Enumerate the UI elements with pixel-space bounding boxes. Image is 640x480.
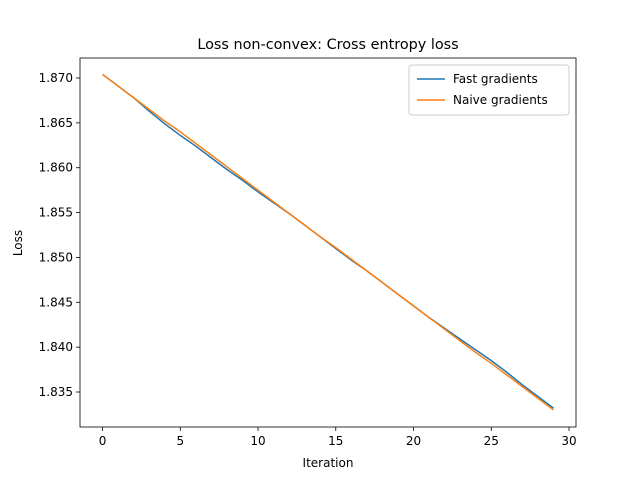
- x-tick-label: 25: [484, 434, 499, 448]
- y-tick-label: 1.870: [39, 71, 73, 85]
- y-tick-label: 1.860: [39, 161, 73, 175]
- legend-box: [408, 64, 570, 116]
- x-tick-label: 15: [328, 434, 343, 448]
- y-tick-label: 1.835: [39, 385, 73, 399]
- y-tick-label: 1.840: [39, 340, 73, 354]
- x-tick-label: 10: [250, 434, 265, 448]
- y-tick-label: 1.865: [39, 116, 73, 130]
- y-tick-label: 1.855: [39, 206, 73, 220]
- chart-title: Loss non-convex: Cross entropy loss: [197, 37, 458, 53]
- x-tick-label: 0: [99, 434, 107, 448]
- x-tick-label: 30: [561, 434, 576, 448]
- x-axis-label: Iteration: [303, 456, 354, 470]
- legend-label: Fast gradients: [453, 72, 538, 86]
- y-tick-label: 1.850: [39, 250, 73, 264]
- x-tick-label: 5: [176, 434, 184, 448]
- plot-frame: [79, 57, 577, 428]
- x-tick-label: 20: [406, 434, 421, 448]
- y-tick-label: 1.845: [39, 295, 73, 309]
- y-axis-label: Loss: [11, 230, 25, 256]
- line: [102, 73, 554, 411]
- legend-label: Naive gradients: [453, 93, 548, 107]
